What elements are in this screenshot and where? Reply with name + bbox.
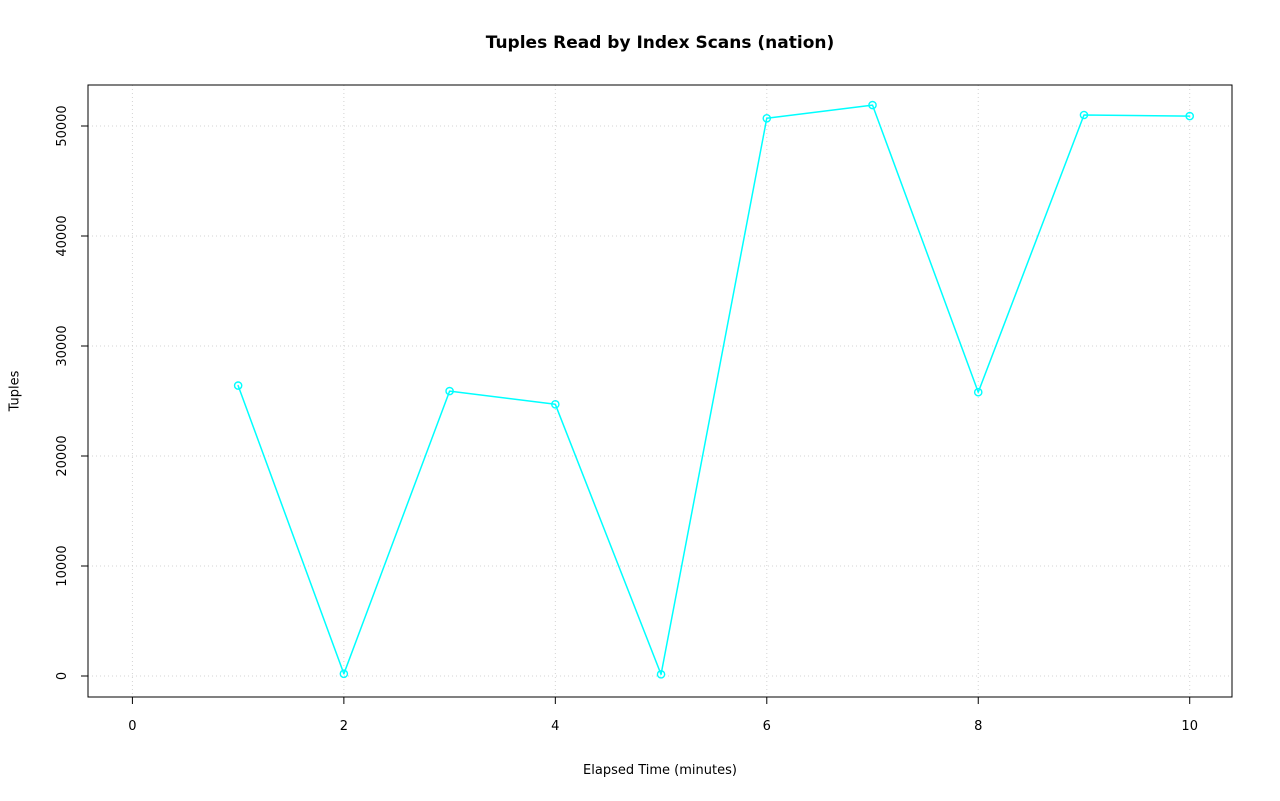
x-tick-label: 10 xyxy=(1181,719,1198,734)
data-point-marker xyxy=(868,100,877,110)
y-tick-label: 20000 xyxy=(55,435,70,476)
x-tick-label: 0 xyxy=(128,719,136,734)
plot-box xyxy=(87,84,1233,698)
grid-lines xyxy=(88,85,1232,697)
data-point-marker xyxy=(1079,110,1089,120)
y-tick-label: 50000 xyxy=(55,105,70,146)
x-tick-label: 2 xyxy=(340,719,348,734)
data-point-marker xyxy=(973,387,983,397)
data-points xyxy=(233,100,1195,679)
data-line xyxy=(237,104,1191,676)
data-point-marker xyxy=(551,399,560,409)
data-point-marker xyxy=(445,386,454,396)
x-tick-label: 8 xyxy=(974,719,982,734)
x-tick-label: 6 xyxy=(763,719,771,734)
data-point-marker xyxy=(339,669,349,679)
data-point-marker xyxy=(762,113,772,123)
y-axis-ticks: 0 10000 20000 30000 40000 50000 xyxy=(55,105,88,680)
y-tick-label: 30000 xyxy=(55,325,70,366)
data-point-marker xyxy=(1185,111,1195,121)
x-tick-label: 4 xyxy=(551,719,559,734)
y-tick-label: 10000 xyxy=(55,545,70,586)
chart-title: Tuples Read by Index Scans (nation) xyxy=(485,33,835,53)
x-axis-label: Elapsed Time (minutes) xyxy=(583,763,737,778)
y-tick-label: 40000 xyxy=(55,215,70,256)
data-point-marker xyxy=(233,381,243,390)
x-axis-ticks: 0 2 4 6 8 10 xyxy=(128,697,1198,734)
data-point-marker xyxy=(656,670,666,679)
y-axis-label: Tuples xyxy=(7,370,23,412)
y-tick-label: 0 xyxy=(55,672,70,680)
